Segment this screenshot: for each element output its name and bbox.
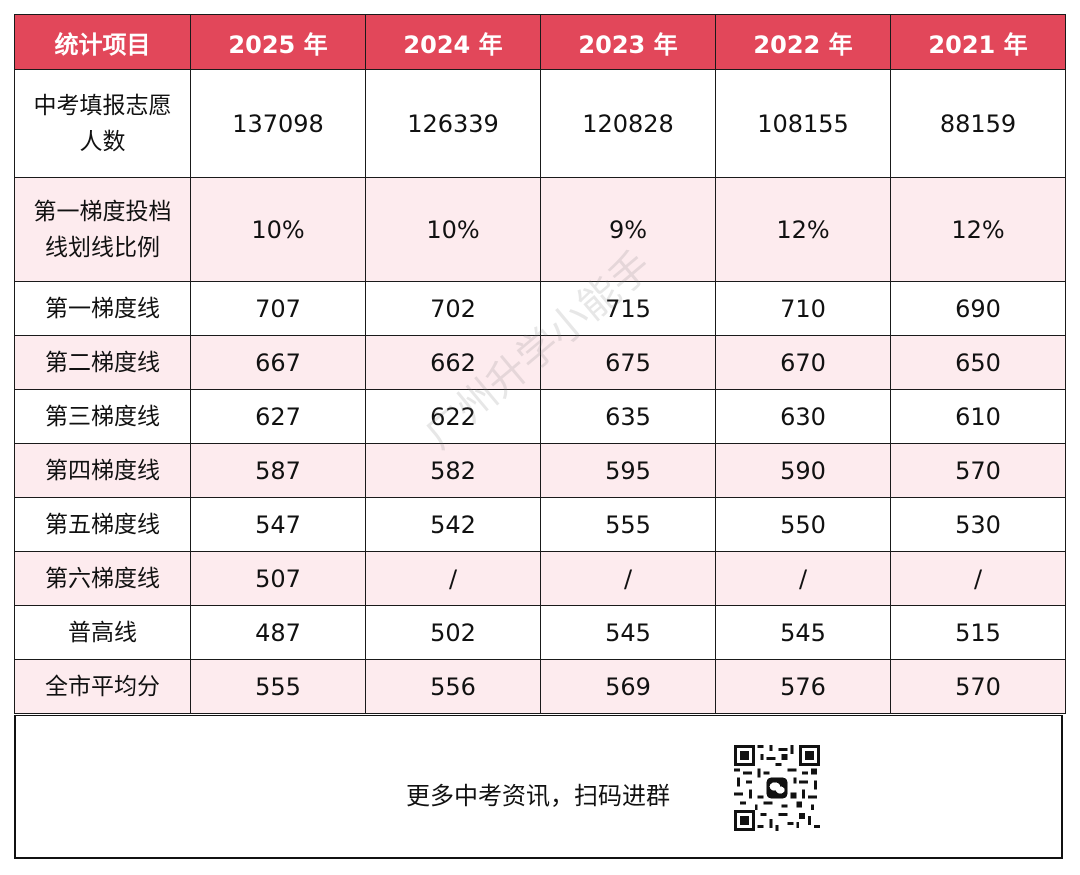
table-cell: 9% <box>540 177 716 282</box>
row-label: 第五梯度线 <box>14 497 191 552</box>
table-cell: 108155 <box>715 69 891 178</box>
table-row: 第六梯度线 507 / / / / <box>14 551 1066 606</box>
table-cell: 710 <box>715 281 891 336</box>
table-cell: / <box>540 551 716 606</box>
table-cell: / <box>365 551 541 606</box>
table-cell: 10% <box>365 177 541 282</box>
table-cell: 630 <box>715 389 891 444</box>
table-row: 普高线 487 502 545 545 515 <box>14 605 1066 660</box>
table-cell: 555 <box>540 497 716 552</box>
header-cell-year: 2021 年 <box>890 14 1066 70</box>
table-cell: 547 <box>190 497 366 552</box>
header-cell-item: 统计项目 <box>14 14 191 70</box>
table-cell: 12% <box>715 177 891 282</box>
table-cell: 662 <box>365 335 541 390</box>
table-row: 中考填报志愿人数 137098 126339 120828 108155 881… <box>14 69 1066 178</box>
header-cell-year: 2022 年 <box>715 14 891 70</box>
table-cell: 576 <box>715 659 891 714</box>
header-row: 统计项目 2025 年 2024 年 2023 年 2022 年 2021 年 <box>14 14 1066 70</box>
table-cell: 555 <box>190 659 366 714</box>
table-cell: 542 <box>365 497 541 552</box>
table-cell: 550 <box>715 497 891 552</box>
row-label: 第二梯度线 <box>14 335 191 390</box>
score-table: 统计项目 2025 年 2024 年 2023 年 2022 年 2021 年 … <box>14 14 1066 714</box>
table-cell: 667 <box>190 335 366 390</box>
row-label: 普高线 <box>14 605 191 660</box>
header-cell-year: 2024 年 <box>365 14 541 70</box>
table-cell: 126339 <box>365 69 541 178</box>
table-cell: / <box>715 551 891 606</box>
table-row: 第二梯度线 667 662 675 670 650 <box>14 335 1066 390</box>
table-cell: 675 <box>540 335 716 390</box>
row-label: 第六梯度线 <box>14 551 191 606</box>
table-cell: 88159 <box>890 69 1066 178</box>
table-cell: 530 <box>890 497 1066 552</box>
row-label: 第四梯度线 <box>14 443 191 498</box>
table-cell: 690 <box>890 281 1066 336</box>
header-cell-year: 2025 年 <box>190 14 366 70</box>
table-cell: 556 <box>365 659 541 714</box>
table-cell: 570 <box>890 443 1066 498</box>
header-cell-year: 2023 年 <box>540 14 716 70</box>
table-cell: 650 <box>890 335 1066 390</box>
row-label: 第一梯度投档线划线比例 <box>14 177 191 282</box>
table-row: 全市平均分 555 556 569 576 570 <box>14 659 1066 714</box>
footer-text: 更多中考资讯，扫码进群 <box>406 782 670 810</box>
table-cell: 545 <box>540 605 716 660</box>
table-cell: 515 <box>890 605 1066 660</box>
row-label: 第三梯度线 <box>14 389 191 444</box>
table-cell: 590 <box>715 443 891 498</box>
footer-banner: 更多中考资讯，扫码进群 <box>14 715 1063 859</box>
row-label: 中考填报志愿人数 <box>14 69 191 178</box>
table-cell: 627 <box>190 389 366 444</box>
qr-code-icon[interactable] <box>734 745 820 831</box>
table-row: 第四梯度线 587 582 595 590 570 <box>14 443 1066 498</box>
table-cell: 12% <box>890 177 1066 282</box>
table-row: 第三梯度线 627 622 635 630 610 <box>14 389 1066 444</box>
row-label: 第一梯度线 <box>14 281 191 336</box>
table-row: 第一梯度投档线划线比例 10% 10% 9% 12% 12% <box>14 177 1066 282</box>
table-row: 第一梯度线 707 702 715 710 690 <box>14 281 1066 336</box>
table-cell: 137098 <box>190 69 366 178</box>
table-cell: 10% <box>190 177 366 282</box>
table-cell: 595 <box>540 443 716 498</box>
table-cell: 587 <box>190 443 366 498</box>
table-cell: 507 <box>190 551 366 606</box>
table-cell: 702 <box>365 281 541 336</box>
table-row: 第五梯度线 547 542 555 550 530 <box>14 497 1066 552</box>
table-cell: 120828 <box>540 69 716 178</box>
table-cell: / <box>890 551 1066 606</box>
table-cell: 487 <box>190 605 366 660</box>
table-cell: 502 <box>365 605 541 660</box>
table-cell: 570 <box>890 659 1066 714</box>
table-cell: 582 <box>365 443 541 498</box>
table-cell: 610 <box>890 389 1066 444</box>
table-cell: 545 <box>715 605 891 660</box>
table-cell: 635 <box>540 389 716 444</box>
score-table-container: 统计项目 2025 年 2024 年 2023 年 2022 年 2021 年 … <box>14 14 1066 714</box>
table-cell: 707 <box>190 281 366 336</box>
table-cell: 569 <box>540 659 716 714</box>
table-cell: 715 <box>540 281 716 336</box>
row-label: 全市平均分 <box>14 659 191 714</box>
table-cell: 670 <box>715 335 891 390</box>
table-cell: 622 <box>365 389 541 444</box>
